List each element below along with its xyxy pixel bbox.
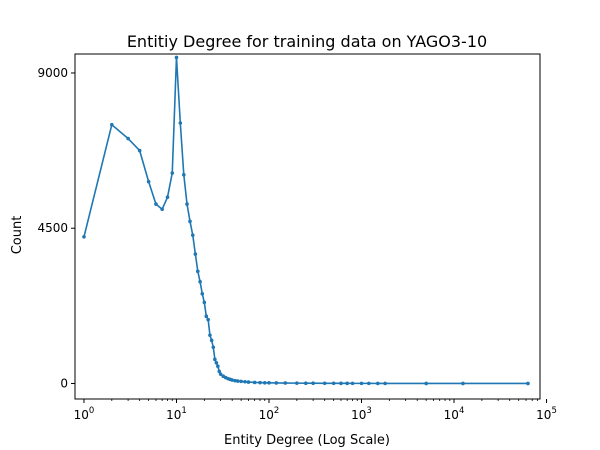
data-point (239, 379, 243, 384)
data-point (267, 381, 271, 385)
data-point (339, 381, 343, 386)
data-point (188, 219, 192, 224)
data-point (165, 195, 170, 199)
y-axis-ticks: 0 4500 9000 (37, 66, 75, 390)
data-point (322, 381, 327, 386)
data-point (146, 179, 151, 184)
data-point (211, 345, 216, 350)
data-point (198, 279, 202, 284)
data-point (375, 381, 380, 386)
x-tick-label: 100 (74, 406, 95, 422)
y-tick-label: 4500 (37, 221, 68, 235)
data-point (202, 300, 207, 305)
data-point (216, 364, 220, 369)
data-point (82, 235, 86, 239)
data-point (235, 379, 240, 383)
data-point (209, 338, 214, 343)
x-axis-label: Entity Degree (Log Scale) (224, 433, 390, 448)
data-point (208, 333, 212, 337)
data-point (193, 252, 198, 256)
data-point (262, 380, 267, 385)
data-point (174, 55, 179, 60)
data-point (383, 381, 387, 386)
data-point (424, 381, 428, 386)
y-tick-label: 0 (60, 376, 68, 390)
data-point (126, 136, 130, 141)
data-point (230, 378, 234, 382)
data-point (252, 380, 257, 385)
x-axis-ticks: 100 101 102 103 104 105 (74, 399, 557, 422)
data-point (154, 202, 158, 206)
data-point (170, 171, 175, 175)
data-point (367, 381, 371, 386)
data-point (283, 381, 288, 385)
x-tick-label: 103 (351, 406, 372, 422)
data-point (190, 233, 195, 237)
data-point (214, 360, 219, 365)
data-point (160, 207, 164, 212)
data-point (218, 372, 223, 376)
data-point (137, 148, 142, 153)
data-point (200, 291, 205, 296)
data-point (233, 378, 237, 383)
data-point (204, 314, 209, 319)
x-tick-label: 104 (444, 406, 465, 422)
data-point (526, 381, 530, 386)
data-point (217, 369, 222, 374)
data-point (206, 317, 210, 322)
x-tick-label: 102 (259, 406, 280, 422)
chart-title: Entitiy Degree for training data on YAGO… (127, 32, 487, 51)
data-point (195, 269, 200, 274)
x-tick-label: 101 (166, 406, 187, 422)
data-point (304, 381, 308, 385)
data-point (213, 357, 217, 362)
data-point (331, 381, 336, 386)
plot-frame (74, 53, 541, 400)
x-tick-label: 105 (536, 406, 557, 422)
y-tick-label: 9000 (37, 66, 68, 80)
data-point (185, 202, 189, 206)
data-point (110, 122, 114, 127)
series-layer (82, 55, 530, 386)
data-point (350, 381, 355, 386)
data-point (359, 381, 364, 386)
y-axis-label: Count (10, 216, 25, 255)
data-point (345, 381, 349, 386)
data-point (258, 380, 262, 385)
data-point (178, 121, 183, 125)
data-point (295, 381, 299, 385)
data-point (274, 381, 279, 385)
data-point (243, 379, 247, 384)
data-point (311, 381, 315, 386)
data-point (246, 380, 251, 384)
data-point (182, 172, 186, 177)
data-point (461, 381, 465, 386)
